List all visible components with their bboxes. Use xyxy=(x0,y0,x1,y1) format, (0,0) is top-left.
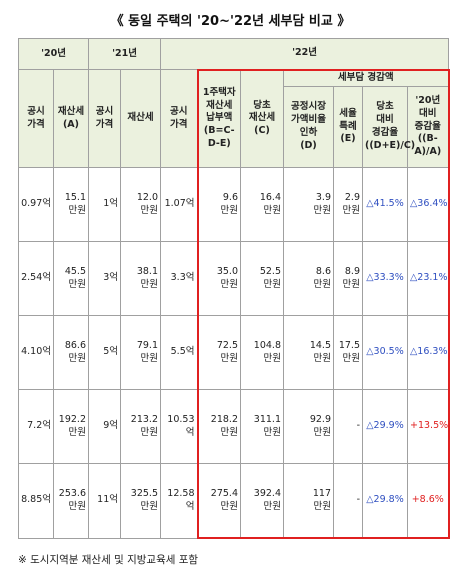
cell: 12.0 만원 xyxy=(120,167,161,242)
cell: 8.85억 xyxy=(18,463,54,539)
cell: 14.5 만원 xyxy=(283,315,334,390)
year-header: '20년 xyxy=(18,38,89,70)
cell: 9.6 만원 xyxy=(196,167,241,242)
cell: △29.9% xyxy=(362,389,408,464)
column-header: 공정시장 가액비율 인하 (D) xyxy=(283,86,334,168)
column-header: 공시 가격 xyxy=(88,69,121,168)
cell: 9억 xyxy=(88,389,121,464)
cell: 11억 xyxy=(88,463,121,539)
column-header: 공시 가격 xyxy=(18,69,54,168)
column-header: 당초 재산세 (C) xyxy=(240,68,284,168)
cell: 2.54억 xyxy=(18,241,54,316)
year-header: '22년 xyxy=(159,38,450,70)
cell: 1억 xyxy=(88,167,121,242)
cell: 38.1 만원 xyxy=(120,241,161,316)
cell: 3억 xyxy=(88,241,121,316)
cell: △29.8% xyxy=(362,463,408,539)
data-row: 4.10억 86.6 만원 5억 79.1 만원 5.5억 72.5 만원 104.8 만원… xyxy=(18,315,450,390)
cell: +13.5% xyxy=(406,389,450,464)
title: 《 동일 주택의 '20~'22년 세부담 비교 》 xyxy=(110,14,351,29)
cell: 16.4 만원 xyxy=(240,167,284,242)
cell: 275.4 만원 xyxy=(196,463,241,539)
cell: 2.9 만원 xyxy=(333,167,363,242)
cell: 3.9 만원 xyxy=(283,167,334,242)
cell: 15.1 만원 xyxy=(53,167,89,242)
cell: 7.2억 xyxy=(18,389,54,464)
cell: 5억 xyxy=(88,315,121,390)
cell: 10.53억 xyxy=(160,389,198,464)
cell: △16.3% xyxy=(406,315,450,390)
cell: 392.4 만원 xyxy=(240,463,284,539)
group-header: 세부담 경감액 xyxy=(282,68,450,87)
year-header: '21년 xyxy=(88,38,161,70)
column-header: 재산세 (A) xyxy=(53,69,89,168)
cell: 86.6 만원 xyxy=(53,315,89,390)
cell: △33.3% xyxy=(362,241,408,316)
data-row: 2.54억 45.5 만원 3억 38.1 만원 3.3억 35.0 만원 52.5 만원 8… xyxy=(18,241,450,316)
data-row: 7.2억 192.2 만원 9억 213.2 만원 10.53억 218.2 만원 311.… xyxy=(18,389,450,464)
cell: △30.5% xyxy=(362,315,408,390)
cell: 5.5억 xyxy=(160,315,198,390)
cell: △23.1% xyxy=(406,241,450,316)
column-header: 재산세 xyxy=(120,69,161,168)
cell: 117 만원 xyxy=(283,463,334,539)
cell: 311.1 만원 xyxy=(240,389,284,464)
column-header: 세율 특례 (E) xyxy=(333,86,363,168)
cell: 92.9 만원 xyxy=(283,389,334,464)
cell: 253.6 만원 xyxy=(53,463,89,539)
cell: 325.5 만원 xyxy=(120,463,161,539)
data-row: 8.85억 253.6 만원 11억 325.5 만원 12.58억 275.4 만원 39… xyxy=(18,463,450,539)
cell: 45.5 만원 xyxy=(53,241,89,316)
cell: 4.10억 xyxy=(18,315,54,390)
cell: 218.2 만원 xyxy=(196,389,241,464)
column-header: 공시 가격 xyxy=(160,69,198,168)
cell: △36.4% xyxy=(406,167,450,242)
column-header: 1주택자 재산세 납부액 (B=C-D-E) xyxy=(196,68,241,168)
cell: 8.9 만원 xyxy=(333,241,363,316)
cell: +8.6% xyxy=(406,463,450,539)
cell: - xyxy=(333,389,363,464)
cell: 72.5 만원 xyxy=(196,315,241,390)
cell: 12.58억 xyxy=(160,463,198,539)
cell: 17.5 만원 xyxy=(333,315,363,390)
cell: 0.97억 xyxy=(18,167,54,242)
footnote: ※ 도시지역분 재산세 및 지방교육세 포함 xyxy=(18,554,199,566)
cell: 104.8 만원 xyxy=(240,315,284,390)
column-header: 당초 대비 경감율 ((D+E)/C) xyxy=(362,86,415,168)
cell: 79.1 만원 xyxy=(120,315,161,390)
data-row: 0.97억 15.1 만원 1억 12.0 만원 1.07억 9.6 만원 16.4 만원 3… xyxy=(18,167,450,242)
column-header: '20년 대비 증감율 ((B-A)/A) xyxy=(406,86,450,168)
cell: 3.3억 xyxy=(160,241,198,316)
cell: - xyxy=(333,463,363,539)
cell: 8.6 만원 xyxy=(283,241,334,316)
cell: 52.5 만원 xyxy=(240,241,284,316)
cell: 213.2 만원 xyxy=(120,389,161,464)
comparison-table: '20년 '21년 '22년 공시 가격 재산세 (A) 공시 가격 재산세 공… xyxy=(18,38,450,539)
cell: 35.0 만원 xyxy=(196,241,241,316)
cell: 192.2 만원 xyxy=(53,389,89,464)
cell: 1.07억 xyxy=(160,167,198,242)
cell: △41.5% xyxy=(362,167,408,242)
